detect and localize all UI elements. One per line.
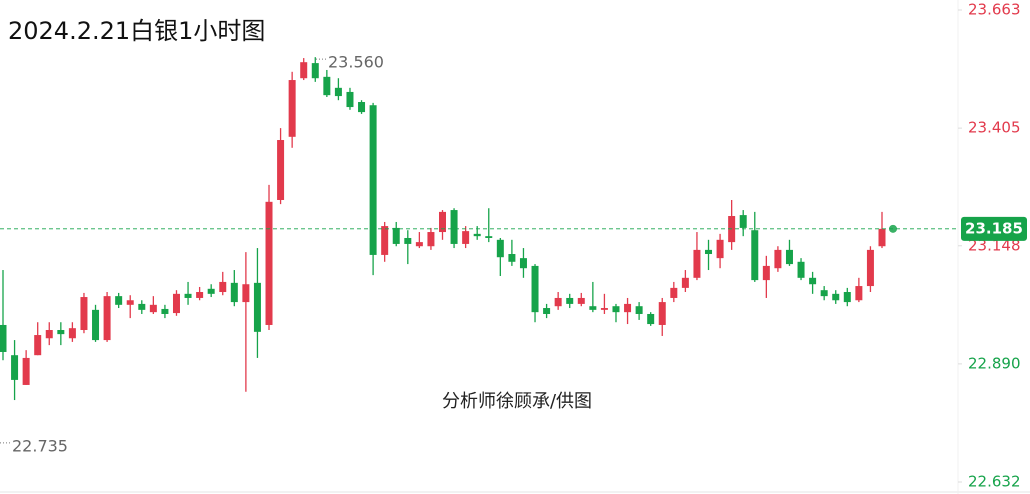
watermark: 分析师徐顾承/供图 bbox=[442, 391, 592, 412]
y-tick-label: 23.663 bbox=[968, 1, 1021, 19]
candle-body bbox=[843, 292, 851, 303]
candle-body bbox=[485, 236, 493, 238]
candle-body bbox=[855, 286, 863, 301]
candle-body bbox=[751, 230, 759, 281]
candle-body bbox=[878, 228, 886, 247]
candle-body bbox=[277, 140, 285, 200]
candle-body bbox=[11, 355, 19, 380]
candle-body bbox=[427, 232, 435, 247]
candle-body bbox=[311, 63, 319, 79]
candle-body bbox=[334, 87, 342, 97]
candle-body bbox=[739, 215, 747, 228]
candle-body bbox=[288, 80, 296, 137]
y-tick-label: 23.405 bbox=[968, 119, 1021, 137]
candle-body bbox=[705, 249, 713, 255]
candle-body bbox=[369, 105, 377, 255]
candle-body bbox=[566, 297, 574, 304]
candle-body bbox=[196, 292, 204, 298]
current-price-box bbox=[961, 216, 1027, 241]
annotation-label: 22.735 bbox=[12, 436, 68, 455]
current-price-dot bbox=[889, 224, 897, 233]
candle-body bbox=[149, 304, 157, 313]
candle-body bbox=[392, 227, 400, 244]
candle-body bbox=[381, 226, 389, 255]
candle-body bbox=[346, 91, 354, 108]
candle-body bbox=[624, 303, 632, 313]
candle-body bbox=[358, 102, 366, 113]
candle-body bbox=[92, 309, 100, 341]
candle-body bbox=[589, 306, 597, 310]
candle-body bbox=[253, 282, 261, 332]
candle-body bbox=[0, 324, 7, 352]
candle-body bbox=[450, 210, 458, 244]
candle-body bbox=[612, 306, 620, 313]
candle-body bbox=[809, 277, 817, 285]
candle-body bbox=[820, 290, 828, 297]
candle-body bbox=[866, 249, 874, 287]
candle-body bbox=[115, 296, 123, 305]
candle-body bbox=[126, 300, 134, 305]
candle-body bbox=[635, 306, 643, 314]
candle-body bbox=[681, 277, 689, 288]
candle-body bbox=[323, 76, 331, 96]
candle-body bbox=[45, 330, 53, 339]
candle-body bbox=[693, 249, 701, 278]
candle-body bbox=[265, 201, 273, 325]
candle-body bbox=[242, 284, 250, 303]
candle-body bbox=[473, 233, 481, 237]
candle-body bbox=[774, 249, 782, 269]
candle-body bbox=[762, 265, 770, 281]
candle-body bbox=[543, 308, 551, 314]
y-tick-label: 22.890 bbox=[968, 354, 1021, 372]
candle-body bbox=[22, 357, 30, 385]
candle-body bbox=[207, 288, 215, 294]
candle-body bbox=[647, 313, 655, 325]
candle-body bbox=[797, 261, 805, 278]
y-tick-label: 22.632 bbox=[968, 473, 1021, 491]
candle-body bbox=[219, 281, 227, 293]
candle-body bbox=[57, 330, 65, 335]
candle-body bbox=[103, 296, 111, 341]
candle-body bbox=[600, 308, 608, 310]
candle-body bbox=[658, 302, 666, 325]
current-price-label: 23.185 bbox=[965, 219, 1023, 237]
candle-body bbox=[80, 297, 88, 331]
candle-body bbox=[519, 258, 527, 269]
candle-body bbox=[68, 328, 76, 339]
candle-body bbox=[670, 287, 678, 298]
chart-title: 2024.2.21白银1小时图 bbox=[8, 17, 265, 45]
candle-body bbox=[172, 293, 180, 314]
candle-body bbox=[184, 293, 192, 298]
candle-body bbox=[496, 239, 504, 258]
candle-body bbox=[462, 231, 470, 244]
candle-body bbox=[577, 297, 585, 304]
candle-body bbox=[832, 293, 840, 301]
candle-body bbox=[230, 282, 238, 303]
candle-body bbox=[439, 211, 446, 233]
candle-body bbox=[531, 265, 539, 313]
candle-body bbox=[161, 308, 169, 314]
candle-body bbox=[34, 335, 42, 356]
annotation-label: 23.560 bbox=[328, 53, 384, 72]
candle-body bbox=[415, 242, 423, 247]
candle-body bbox=[554, 297, 562, 307]
candle-body bbox=[716, 239, 724, 259]
candle-body bbox=[785, 249, 793, 265]
candle-body bbox=[404, 237, 412, 244]
candle-body bbox=[508, 254, 516, 262]
candle-body bbox=[138, 303, 146, 310]
candle-body bbox=[300, 62, 308, 79]
